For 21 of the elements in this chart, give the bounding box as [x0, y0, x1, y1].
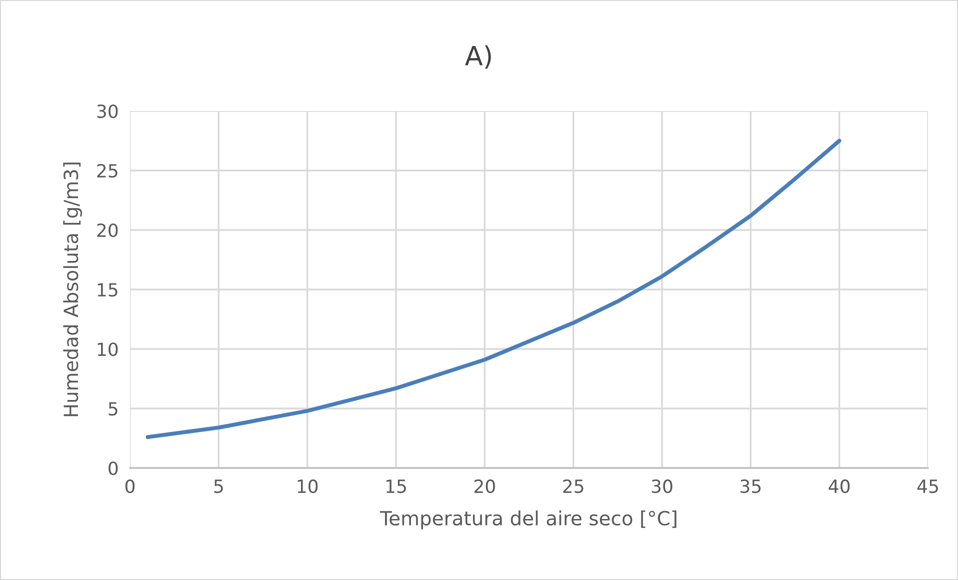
- x-tick-label: 10: [298, 479, 318, 494]
- x-tick-label: 25: [563, 479, 584, 494]
- x-tick-label: 20: [474, 479, 495, 494]
- y-tick-label: 20: [97, 223, 118, 238]
- x-tick-label: 0: [125, 479, 135, 494]
- x-tick-label: 35: [740, 479, 761, 494]
- y-tick-label: 30: [97, 104, 118, 118]
- x-tick-label: 15: [386, 480, 406, 494]
- y-tick-label: 5: [108, 402, 118, 416]
- y-tick-label: 25: [97, 164, 118, 178]
- y-tick-label: 0: [108, 461, 118, 476]
- y-tick-label: 15: [98, 283, 118, 297]
- y-axis-title: Humedad Absoluta [g/m3]: [63, 162, 82, 416]
- x-tick-label: 30: [652, 479, 672, 494]
- x-tick-label: 5: [214, 480, 223, 494]
- x-tick-label: 45: [917, 480, 938, 494]
- x-tick-label: 40: [828, 479, 850, 494]
- chart-title: A): [465, 45, 491, 69]
- y-tick-label: 10: [98, 342, 118, 356]
- x-axis-title: Temperatura del aire seco [°C]: [380, 510, 676, 530]
- line-series: [146, 138, 842, 440]
